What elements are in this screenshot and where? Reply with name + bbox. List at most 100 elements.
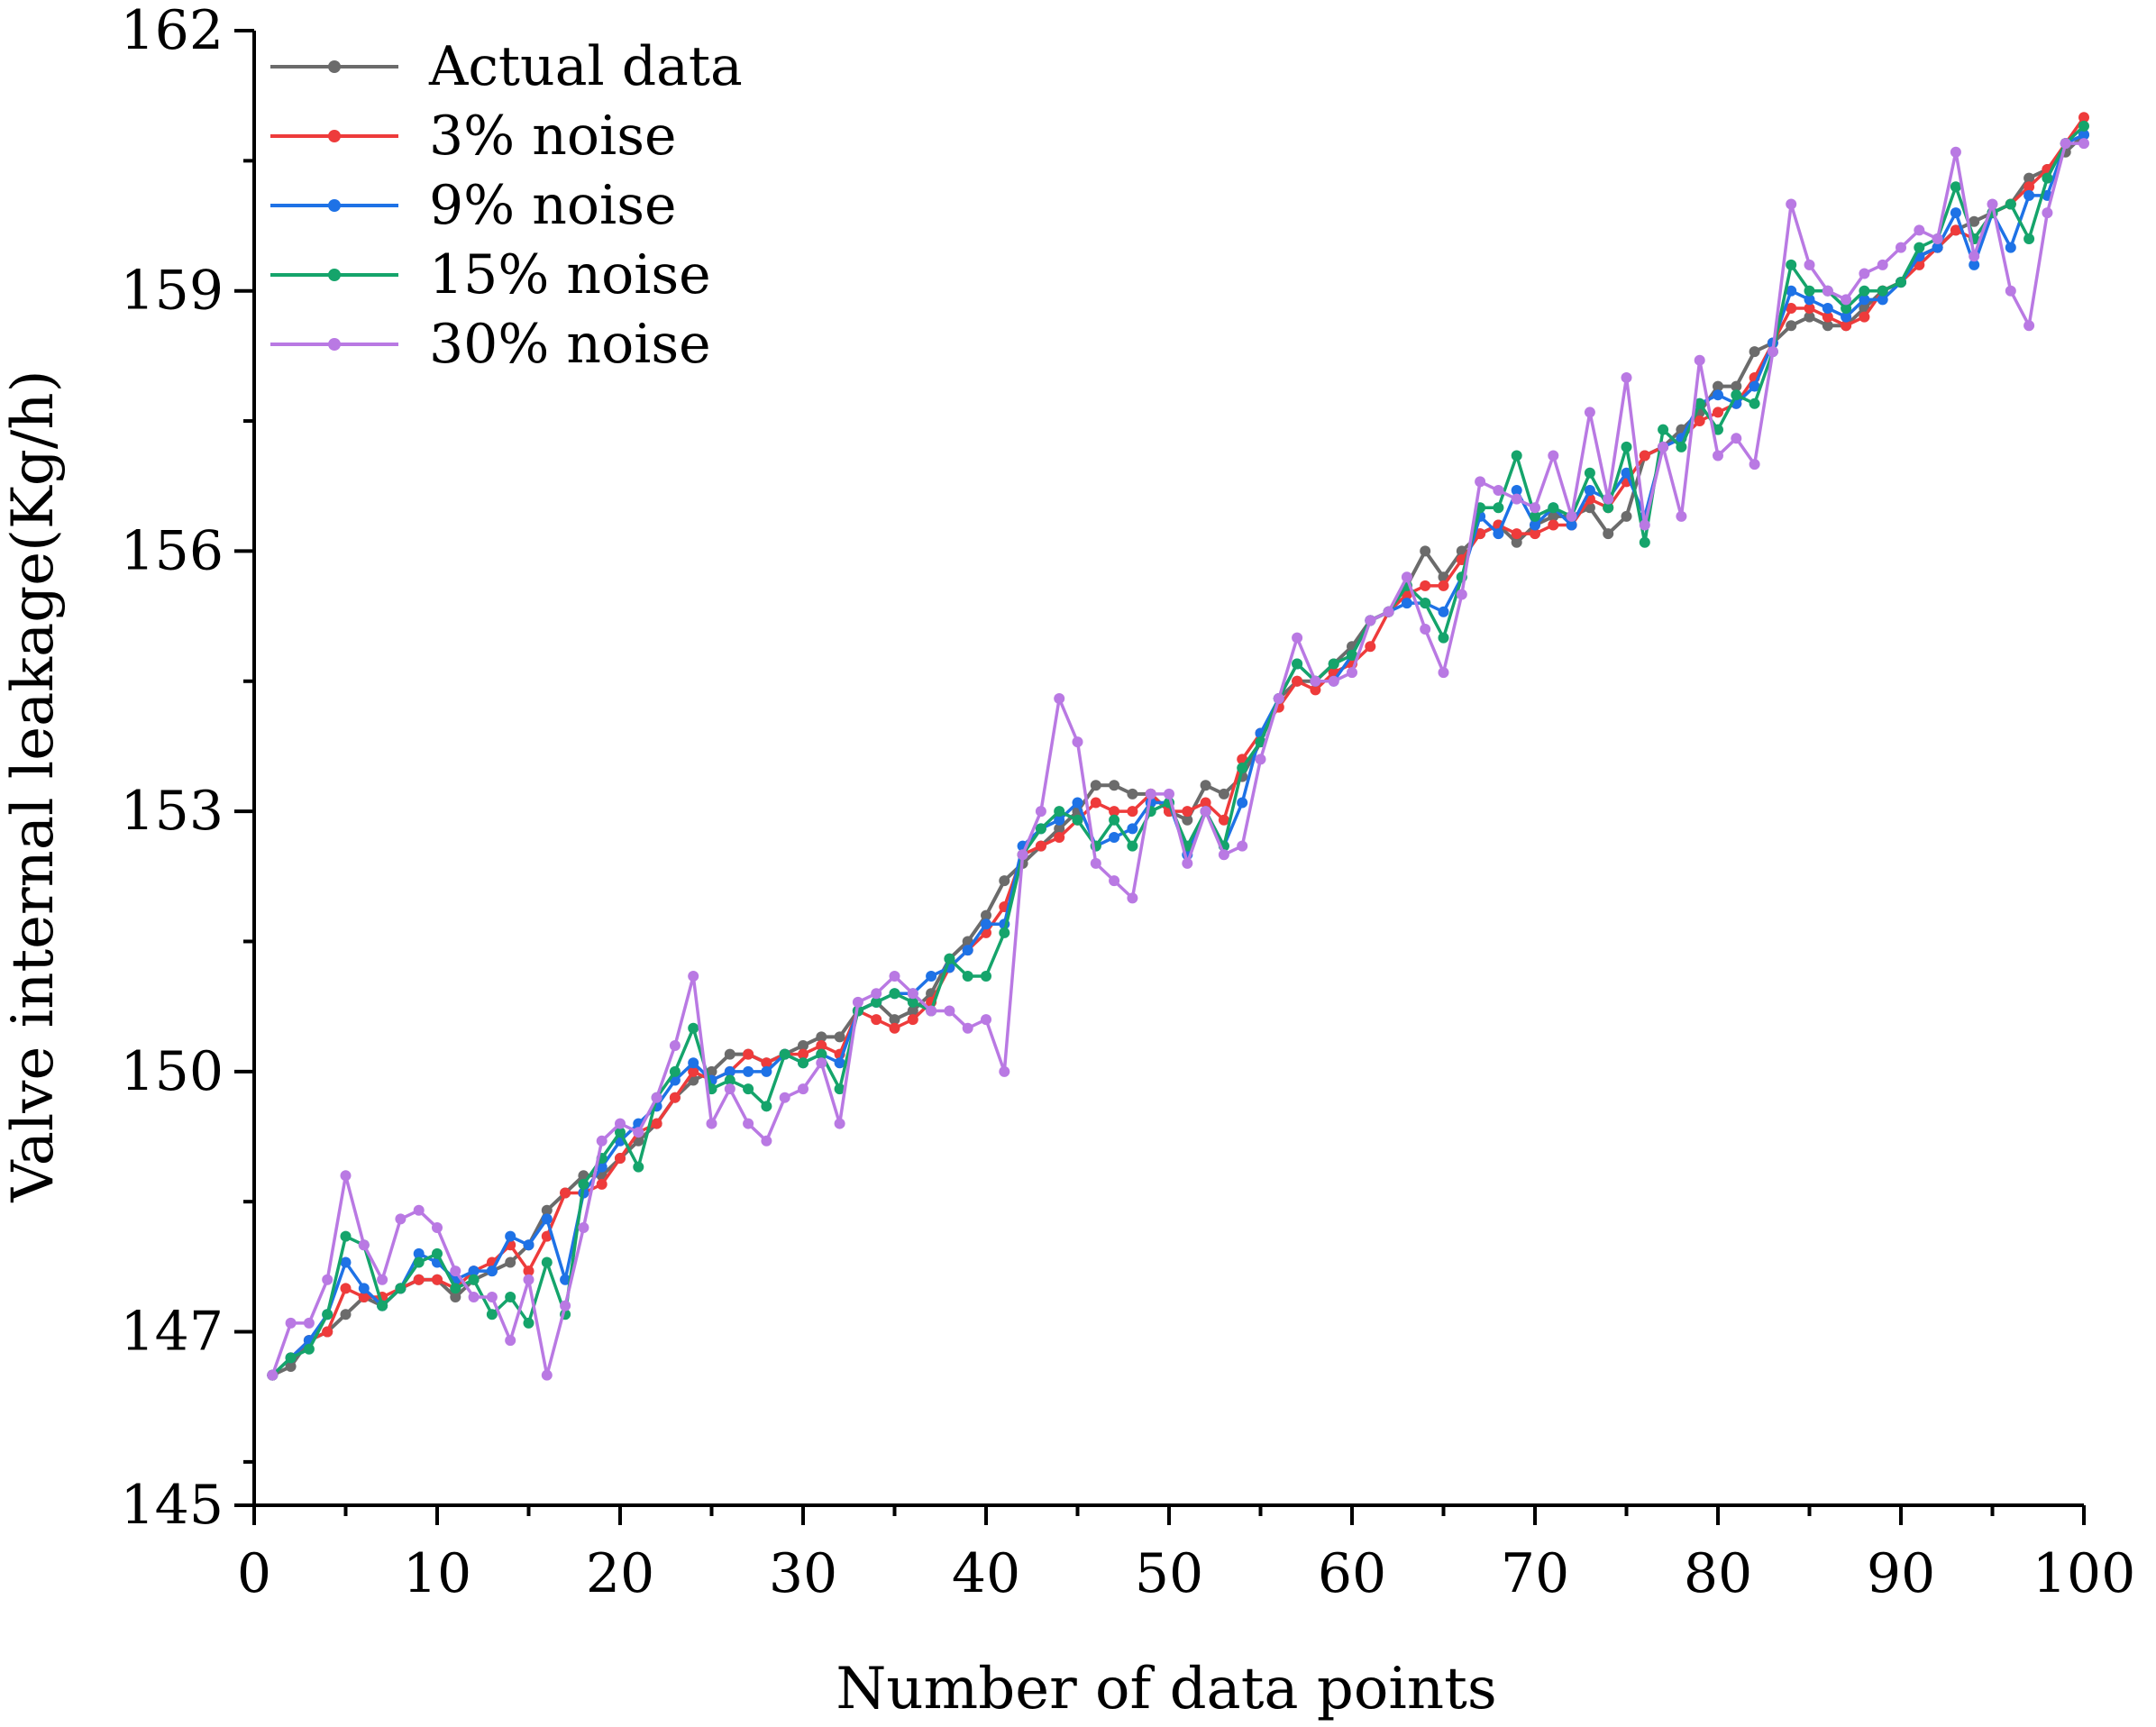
data-point — [2078, 129, 2089, 141]
data-point — [688, 1065, 699, 1077]
data-point — [1859, 268, 1870, 279]
data-point — [1164, 788, 1174, 800]
data-point — [651, 1118, 662, 1129]
data-point — [1438, 580, 1449, 591]
data-point — [1127, 892, 1138, 904]
data-point — [1713, 424, 1723, 435]
data-point — [1420, 624, 1431, 635]
data-point — [450, 1283, 461, 1294]
data-point — [999, 875, 1010, 887]
data-point — [1841, 311, 1852, 323]
data-point — [267, 1369, 279, 1381]
data-point — [688, 1022, 699, 1034]
data-point — [468, 1274, 480, 1285]
legend-label: 9% noise — [429, 174, 677, 237]
data-point — [889, 970, 900, 982]
data-point — [1566, 510, 1577, 522]
data-point — [962, 945, 973, 956]
data-point — [834, 1083, 845, 1095]
data-point — [1200, 780, 1211, 791]
legend-swatch-marker — [328, 338, 341, 351]
data-point — [1420, 580, 1431, 591]
data-point — [1932, 233, 1943, 244]
data-point — [2024, 172, 2035, 184]
data-point — [907, 996, 918, 1008]
data-point — [1109, 831, 1120, 843]
legend-swatch-marker — [328, 130, 341, 142]
data-point — [1218, 788, 1229, 800]
data-point — [1786, 198, 1797, 210]
data-point — [1639, 536, 1650, 548]
data-point — [1054, 814, 1065, 826]
data-point — [1969, 215, 1980, 227]
data-point — [1182, 806, 1193, 818]
data-point — [1584, 467, 1595, 479]
data-point — [1383, 606, 1394, 617]
data-point — [1475, 476, 1486, 488]
data-point — [322, 1274, 333, 1285]
data-point — [413, 1274, 425, 1285]
data-point — [2024, 320, 2035, 332]
data-point — [1694, 354, 1705, 366]
data-point — [340, 1309, 352, 1320]
data-point — [358, 1292, 370, 1303]
data-point — [615, 1127, 626, 1138]
data-point — [981, 918, 991, 930]
data-point — [285, 1352, 297, 1364]
data-point — [1584, 407, 1595, 418]
data-point — [871, 996, 882, 1008]
legend-item: Actual data — [270, 35, 743, 98]
data-point — [1511, 450, 1522, 461]
data-point — [1530, 528, 1540, 540]
data-point — [1420, 598, 1431, 609]
data-point — [1054, 806, 1065, 818]
data-point — [340, 1283, 352, 1294]
data-point — [926, 970, 937, 982]
data-point — [1822, 285, 1833, 297]
data-point — [1365, 641, 1376, 653]
series-30-noise — [267, 138, 2089, 1381]
data-point — [1804, 285, 1815, 297]
data-point — [1493, 528, 1504, 540]
data-point — [1804, 311, 1815, 323]
data-point — [1621, 467, 1632, 479]
data-point — [358, 1283, 370, 1294]
y-tick-label: 156 — [120, 519, 224, 582]
data-point — [1603, 528, 1614, 540]
data-point — [1896, 277, 1906, 288]
legend-item: 3% noise — [270, 105, 677, 168]
data-point — [285, 1317, 297, 1329]
data-point — [1914, 242, 1925, 253]
legend-item: 30% noise — [270, 313, 711, 376]
data-point — [578, 1222, 589, 1234]
data-point — [907, 988, 918, 1000]
y-tick-label: 145 — [120, 1474, 224, 1537]
data-point — [1401, 571, 1412, 583]
data-point — [541, 1204, 553, 1216]
data-point — [413, 1256, 425, 1268]
data-point — [432, 1274, 443, 1285]
data-point — [2024, 189, 2035, 201]
data-point — [1731, 389, 1742, 401]
data-point — [505, 1335, 516, 1347]
data-point — [1292, 632, 1303, 644]
x-tick-label: 30 — [769, 1542, 837, 1605]
data-point — [1292, 675, 1303, 687]
data-point — [1621, 441, 1632, 452]
data-point — [1530, 510, 1540, 522]
data-point — [761, 1101, 772, 1112]
data-point — [1786, 285, 1797, 297]
data-point — [1859, 285, 1870, 297]
data-point — [523, 1317, 534, 1329]
data-point — [1676, 510, 1687, 522]
data-point — [1035, 806, 1046, 818]
x-tick-label: 100 — [2033, 1542, 2136, 1605]
y-tick-label: 150 — [120, 1040, 224, 1103]
data-point — [541, 1369, 553, 1381]
data-point — [981, 1014, 991, 1026]
data-point — [1822, 311, 1833, 323]
data-point — [303, 1343, 315, 1355]
data-point — [1182, 814, 1193, 826]
data-point — [1109, 780, 1120, 791]
